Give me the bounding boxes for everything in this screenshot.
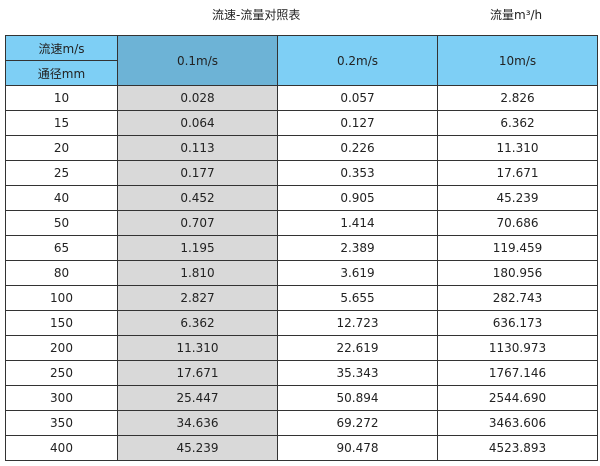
table-row: 65 1.195 2.389 119.459 bbox=[5, 235, 598, 261]
flow-cell: 6.362 bbox=[437, 110, 598, 136]
flow-cell: 0.028 bbox=[117, 85, 278, 111]
flow-cell: 17.671 bbox=[117, 360, 278, 386]
flow-cell: 636.173 bbox=[437, 310, 598, 336]
table-row: 25 0.177 0.353 17.671 bbox=[5, 160, 598, 186]
diameter-cell: 200 bbox=[5, 335, 118, 361]
table-row: 80 1.810 3.619 180.956 bbox=[5, 260, 598, 286]
flow-cell: 70.686 bbox=[437, 210, 598, 236]
flow-cell: 5.655 bbox=[277, 285, 438, 311]
table-title: 流速-流量对照表 bbox=[212, 8, 301, 22]
flow-cell: 1.414 bbox=[277, 210, 438, 236]
flow-cell: 2.826 bbox=[437, 85, 598, 111]
flow-table: 流速m/s 0.1m/s 0.2m/s 10m/s 通径mm 10 0.028 0.… bbox=[5, 35, 598, 461]
flow-cell: 1.195 bbox=[117, 235, 278, 261]
flow-cell: 0.905 bbox=[277, 185, 438, 211]
flow-cell: 45.239 bbox=[437, 185, 598, 211]
flow-cell: 4523.893 bbox=[437, 435, 598, 461]
diameter-cell: 20 bbox=[5, 135, 118, 161]
diameter-cell: 15 bbox=[5, 110, 118, 136]
diameter-cell: 350 bbox=[5, 410, 118, 436]
flow-cell: 3.619 bbox=[277, 260, 438, 286]
flow-cell: 1130.973 bbox=[437, 335, 598, 361]
table-row: 50 0.707 1.414 70.686 bbox=[5, 210, 598, 236]
diameter-cell: 50 bbox=[5, 210, 118, 236]
diameter-cell: 65 bbox=[5, 235, 118, 261]
flow-cell: 2544.690 bbox=[437, 385, 598, 411]
table-row: 200 11.310 22.619 1130.973 bbox=[5, 335, 598, 361]
table-row: 150 6.362 12.723 636.173 bbox=[5, 310, 598, 336]
flow-cell: 22.619 bbox=[277, 335, 438, 361]
flow-cell: 1.810 bbox=[117, 260, 278, 286]
table-row: 250 17.671 35.343 1767.146 bbox=[5, 360, 598, 386]
table-row: 350 34.636 69.272 3463.606 bbox=[5, 410, 598, 436]
flow-cell: 6.362 bbox=[117, 310, 278, 336]
header-diameter: 通径mm bbox=[5, 60, 118, 86]
diameter-cell: 40 bbox=[5, 185, 118, 211]
flow-cell: 119.459 bbox=[437, 235, 598, 261]
flow-cell: 90.478 bbox=[277, 435, 438, 461]
flow-cell: 69.272 bbox=[277, 410, 438, 436]
flow-cell: 17.671 bbox=[437, 160, 598, 186]
flow-cell: 25.447 bbox=[117, 385, 278, 411]
flow-cell: 11.310 bbox=[437, 135, 598, 161]
diameter-cell: 400 bbox=[5, 435, 118, 461]
flow-cell: 1767.146 bbox=[437, 360, 598, 386]
flow-cell: 3463.606 bbox=[437, 410, 598, 436]
flow-cell: 0.177 bbox=[117, 160, 278, 186]
diameter-cell: 80 bbox=[5, 260, 118, 286]
diameter-cell: 25 bbox=[5, 160, 118, 186]
flow-cell: 0.226 bbox=[277, 135, 438, 161]
flow-cell: 11.310 bbox=[117, 335, 278, 361]
flow-cell: 2.827 bbox=[117, 285, 278, 311]
flow-cell: 50.894 bbox=[277, 385, 438, 411]
flow-cell: 0.707 bbox=[117, 210, 278, 236]
header-col-0: 0.1m/s bbox=[117, 35, 278, 86]
table-row: 300 25.447 50.894 2544.690 bbox=[5, 385, 598, 411]
flow-cell: 34.636 bbox=[117, 410, 278, 436]
table-row: 10 0.028 0.057 2.826 bbox=[5, 85, 598, 111]
flow-cell: 0.452 bbox=[117, 185, 278, 211]
header-velocity: 流速m/s bbox=[5, 35, 118, 61]
flow-cell: 180.956 bbox=[437, 260, 598, 286]
flow-cell: 2.389 bbox=[277, 235, 438, 261]
flow-cell: 0.113 bbox=[117, 135, 278, 161]
diameter-cell: 10 bbox=[5, 85, 118, 111]
flow-cell: 0.353 bbox=[277, 160, 438, 186]
header-col-2: 10m/s bbox=[437, 35, 598, 86]
table-row: 40 0.452 0.905 45.239 bbox=[5, 185, 598, 211]
table-row: 100 2.827 5.655 282.743 bbox=[5, 285, 598, 311]
header-col-1: 0.2m/s bbox=[277, 35, 438, 86]
flow-cell: 12.723 bbox=[277, 310, 438, 336]
flow-cell: 45.239 bbox=[117, 435, 278, 461]
unit-label: 流量m³/h bbox=[490, 8, 543, 22]
flow-cell: 0.127 bbox=[277, 110, 438, 136]
flow-cell: 0.064 bbox=[117, 110, 278, 136]
flow-cell: 282.743 bbox=[437, 285, 598, 311]
diameter-cell: 100 bbox=[5, 285, 118, 311]
table-row: 400 45.239 90.478 4523.893 bbox=[5, 435, 598, 461]
diameter-cell: 150 bbox=[5, 310, 118, 336]
diameter-cell: 300 bbox=[5, 385, 118, 411]
flow-cell: 35.343 bbox=[277, 360, 438, 386]
flow-cell: 0.057 bbox=[277, 85, 438, 111]
table-row: 20 0.113 0.226 11.310 bbox=[5, 135, 598, 161]
table-row: 15 0.064 0.127 6.362 bbox=[5, 110, 598, 136]
diameter-cell: 250 bbox=[5, 360, 118, 386]
